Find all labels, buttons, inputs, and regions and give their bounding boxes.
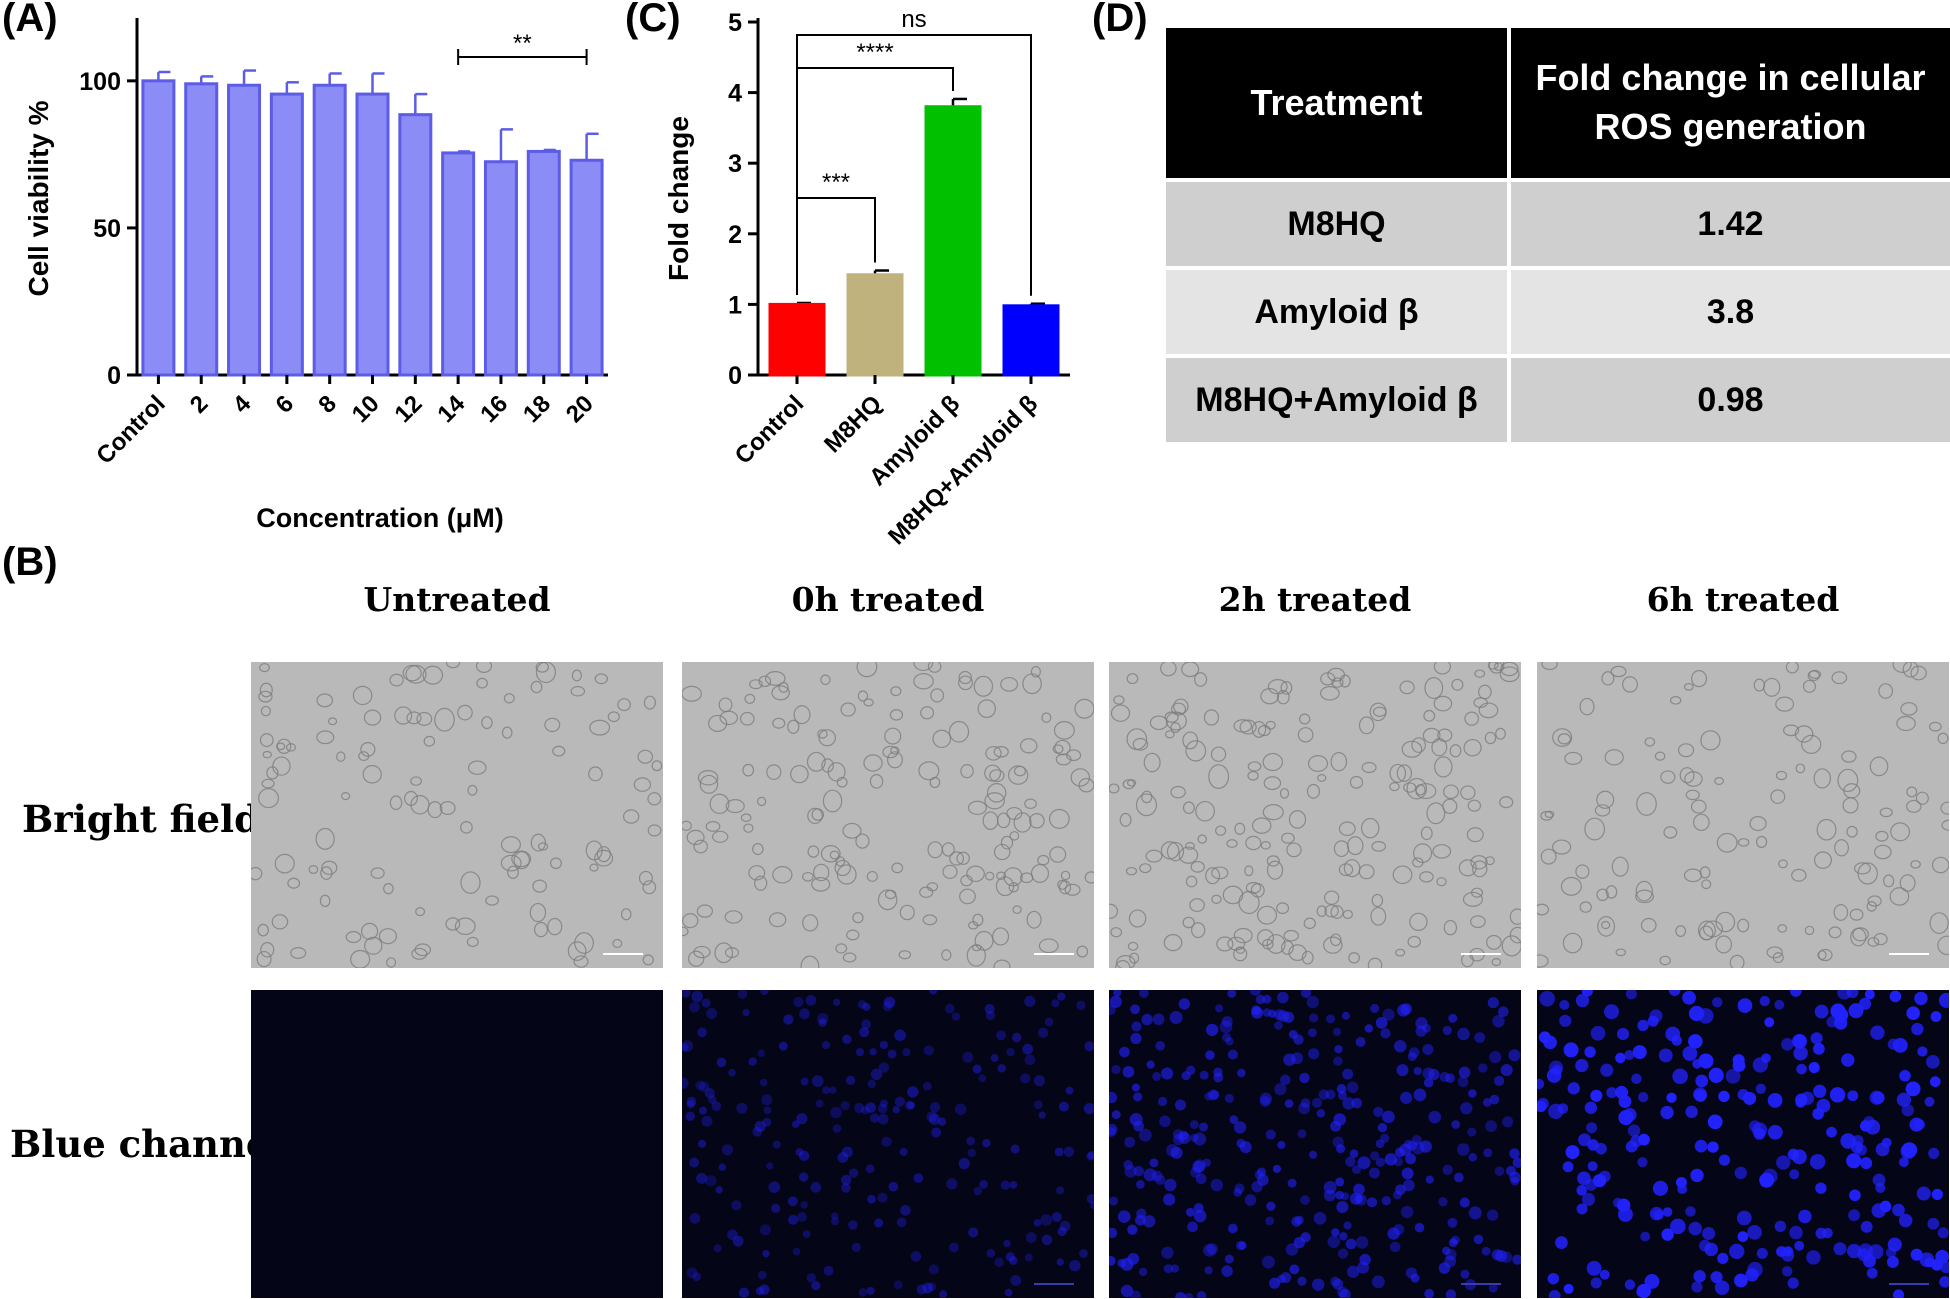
x-tick-label: 18 <box>518 390 556 428</box>
significance-label: ** <box>513 30 532 57</box>
x-tick-label: Control <box>730 390 809 469</box>
significance-bracket <box>796 34 1032 296</box>
col-title-2h: 2h treated <box>1218 580 1412 619</box>
ros-cell-treatment: M8HQ <box>1166 178 1511 266</box>
panel-label-a: (A) <box>2 0 58 40</box>
y-tick-label: 1 <box>728 291 742 319</box>
row-title-bright-field: Bright field <box>22 797 260 841</box>
bar <box>312 83 347 377</box>
bar <box>141 79 176 377</box>
significance-bracket <box>457 49 588 65</box>
table-row: Amyloid β 3.8 <box>1166 266 1950 354</box>
y-tick-label: 5 <box>728 9 742 37</box>
panel-label-d: (D) <box>1092 0 1148 40</box>
bar <box>441 151 476 377</box>
ros-cell-value: 3.8 <box>1511 266 1950 354</box>
bar <box>398 113 433 377</box>
x-tick-label: 6 <box>271 390 300 419</box>
bar <box>924 105 982 377</box>
micrograph-blue-0h <box>682 990 1094 1298</box>
bar <box>526 149 561 377</box>
x-tick-label: 16 <box>475 390 513 428</box>
x-tick-label: Control <box>91 390 170 469</box>
micrograph-bright-2h <box>1109 662 1521 968</box>
bar <box>184 82 219 377</box>
x-tick-label: 10 <box>347 390 385 428</box>
y-axis-label: Fold change <box>663 116 694 281</box>
col-title-6h: 6h treated <box>1646 580 1840 619</box>
ros-table: Treatment Fold change in cellular ROS ge… <box>1166 28 1950 442</box>
bar <box>846 273 904 377</box>
micrograph-blue-untreated <box>251 990 663 1298</box>
micrograph-bright-6h <box>1537 662 1949 968</box>
bar <box>269 92 304 377</box>
bar <box>227 83 262 377</box>
x-tick-label: 14 <box>432 390 470 428</box>
y-tick-label: 3 <box>728 150 742 178</box>
panel-label-b: (B) <box>2 540 58 584</box>
bar <box>768 302 826 377</box>
x-tick-label: 12 <box>390 390 428 428</box>
ros-cell-value: 1.42 <box>1511 178 1950 266</box>
bar <box>483 160 518 377</box>
table-row: M8HQ+Amyloid β 0.98 <box>1166 354 1950 442</box>
x-tick-label: 8 <box>313 390 342 419</box>
y-tick-label: 0 <box>107 362 121 390</box>
ros-col-treatment: Treatment <box>1166 28 1511 178</box>
x-tick-label: M8HQ <box>819 390 887 458</box>
x-tick-label: 20 <box>561 390 599 428</box>
y-tick-label: 100 <box>79 68 121 96</box>
micrograph-bright-untreated <box>251 662 663 968</box>
ros-cell-value: 0.98 <box>1511 354 1950 442</box>
significance-label: **** <box>856 39 893 66</box>
row-title-blue-channel: Blue channel <box>10 1122 284 1166</box>
x-axis-label: Concentration (μM) <box>256 503 504 533</box>
bar <box>355 92 390 377</box>
bar <box>569 158 604 377</box>
micrograph-blue-2h <box>1109 990 1521 1298</box>
micrograph-blue-6h <box>1537 990 1949 1298</box>
ros-cell-treatment: Amyloid β <box>1166 266 1511 354</box>
y-tick-label: 0 <box>728 362 742 390</box>
ros-table-header: Treatment Fold change in cellular ROS ge… <box>1166 28 1950 178</box>
ros-col-fold-change: Fold change in cellular ROS generation <box>1511 28 1950 178</box>
y-tick-label: 4 <box>728 80 742 108</box>
table-row: M8HQ 1.42 <box>1166 178 1950 266</box>
x-tick-label: 2 <box>185 390 214 419</box>
significance-label: *** <box>822 169 850 196</box>
significance-label: ns <box>901 6 926 33</box>
x-tick-label: M8HQ+Amyloid β <box>883 390 1043 550</box>
col-title-untreated: Untreated <box>363 580 551 619</box>
col-title-0h: 0h treated <box>791 580 985 619</box>
micrograph-bright-0h <box>682 662 1094 968</box>
x-tick-label: 4 <box>228 390 257 419</box>
ros-cell-treatment: M8HQ+Amyloid β <box>1166 354 1511 442</box>
panel-label-c: (C) <box>625 0 681 40</box>
y-tick-label: 50 <box>93 215 121 243</box>
y-axis-label: Cell viability % <box>23 100 54 296</box>
y-tick-label: 2 <box>728 221 742 249</box>
bar <box>1002 304 1060 377</box>
